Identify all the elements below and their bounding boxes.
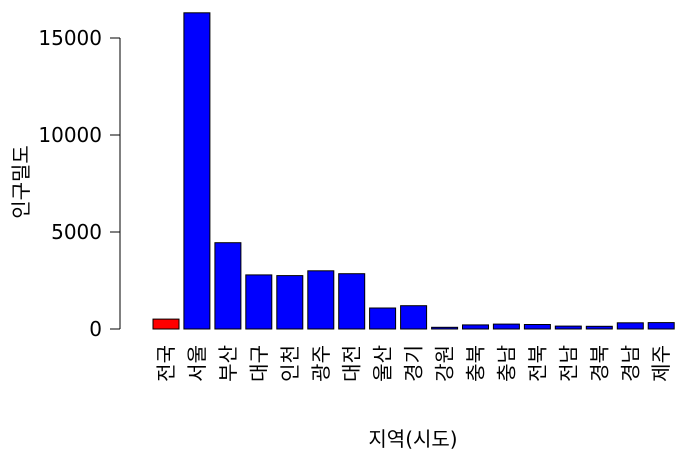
bar-인천 [276, 275, 304, 330]
bar-부산 [214, 242, 242, 330]
bar-울산 [369, 307, 397, 330]
x-tick-label: 전북 [525, 345, 549, 382]
bar-경남 [616, 322, 644, 330]
y-tick-label: 15000 [38, 26, 102, 50]
x-tick-label: 경기 [402, 345, 426, 382]
bar-광주 [307, 270, 335, 330]
bar-전국 [152, 318, 180, 330]
x-tick-label: 전국 [154, 345, 178, 382]
y-axis-title: 인구밀도 [9, 145, 33, 219]
bar-강원 [431, 326, 459, 330]
x-tick-labels: 전국 서울 부산 대구 인천 광주 대전 울산 경기 강원 충북 충남 전북 전남 경북 경남 제주 [154, 345, 673, 382]
x-tick-label: 부산 [216, 345, 240, 382]
x-tick-label: 전남 [556, 345, 580, 382]
bar-충남 [492, 323, 520, 330]
bar-제주 [647, 322, 675, 330]
bar-대전 [338, 273, 366, 330]
bar-경기 [400, 305, 428, 330]
bar-충북 [462, 324, 489, 330]
y-tick-label: 10000 [38, 123, 102, 147]
y-tick-label: 0 [89, 317, 102, 341]
x-tick-label: 대구 [247, 345, 271, 382]
bar-전남 [554, 325, 582, 330]
y-axis: 0 5000 10000 15000 [38, 26, 121, 341]
bar-전북 [523, 324, 551, 330]
x-tick-label: 경북 [587, 345, 611, 382]
x-tick-label: 대전 [340, 345, 364, 382]
bar-경북 [585, 325, 613, 330]
y-tick-label: 5000 [51, 220, 102, 244]
x-tick-label: 광주 [309, 345, 333, 382]
x-tick-label: 울산 [371, 345, 395, 382]
x-tick-label: 서울 [185, 345, 209, 382]
x-tick-label: 제주 [649, 345, 673, 382]
x-axis-title: 지역(시도) [368, 427, 457, 451]
bars-group [152, 12, 675, 330]
bar-대구 [245, 274, 273, 330]
bar-서울 [183, 12, 211, 330]
x-tick-label: 충북 [464, 345, 488, 382]
x-tick-label: 인천 [278, 345, 302, 382]
x-tick-label: 충남 [495, 345, 519, 382]
x-tick-label: 경남 [618, 345, 642, 382]
x-tick-label: 강원 [433, 345, 457, 382]
